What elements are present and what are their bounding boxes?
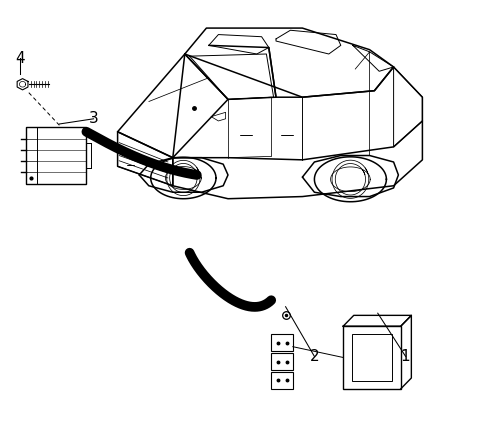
- Text: 2: 2: [310, 349, 319, 364]
- Bar: [271, 372, 293, 389]
- Bar: [271, 334, 293, 351]
- Bar: [352, 334, 392, 381]
- Text: 4: 4: [15, 51, 25, 66]
- Bar: [26, 127, 86, 184]
- Bar: [343, 326, 401, 389]
- Text: 1: 1: [401, 349, 410, 364]
- Bar: [26, 127, 37, 184]
- Bar: [271, 353, 293, 370]
- Text: 3: 3: [89, 111, 98, 126]
